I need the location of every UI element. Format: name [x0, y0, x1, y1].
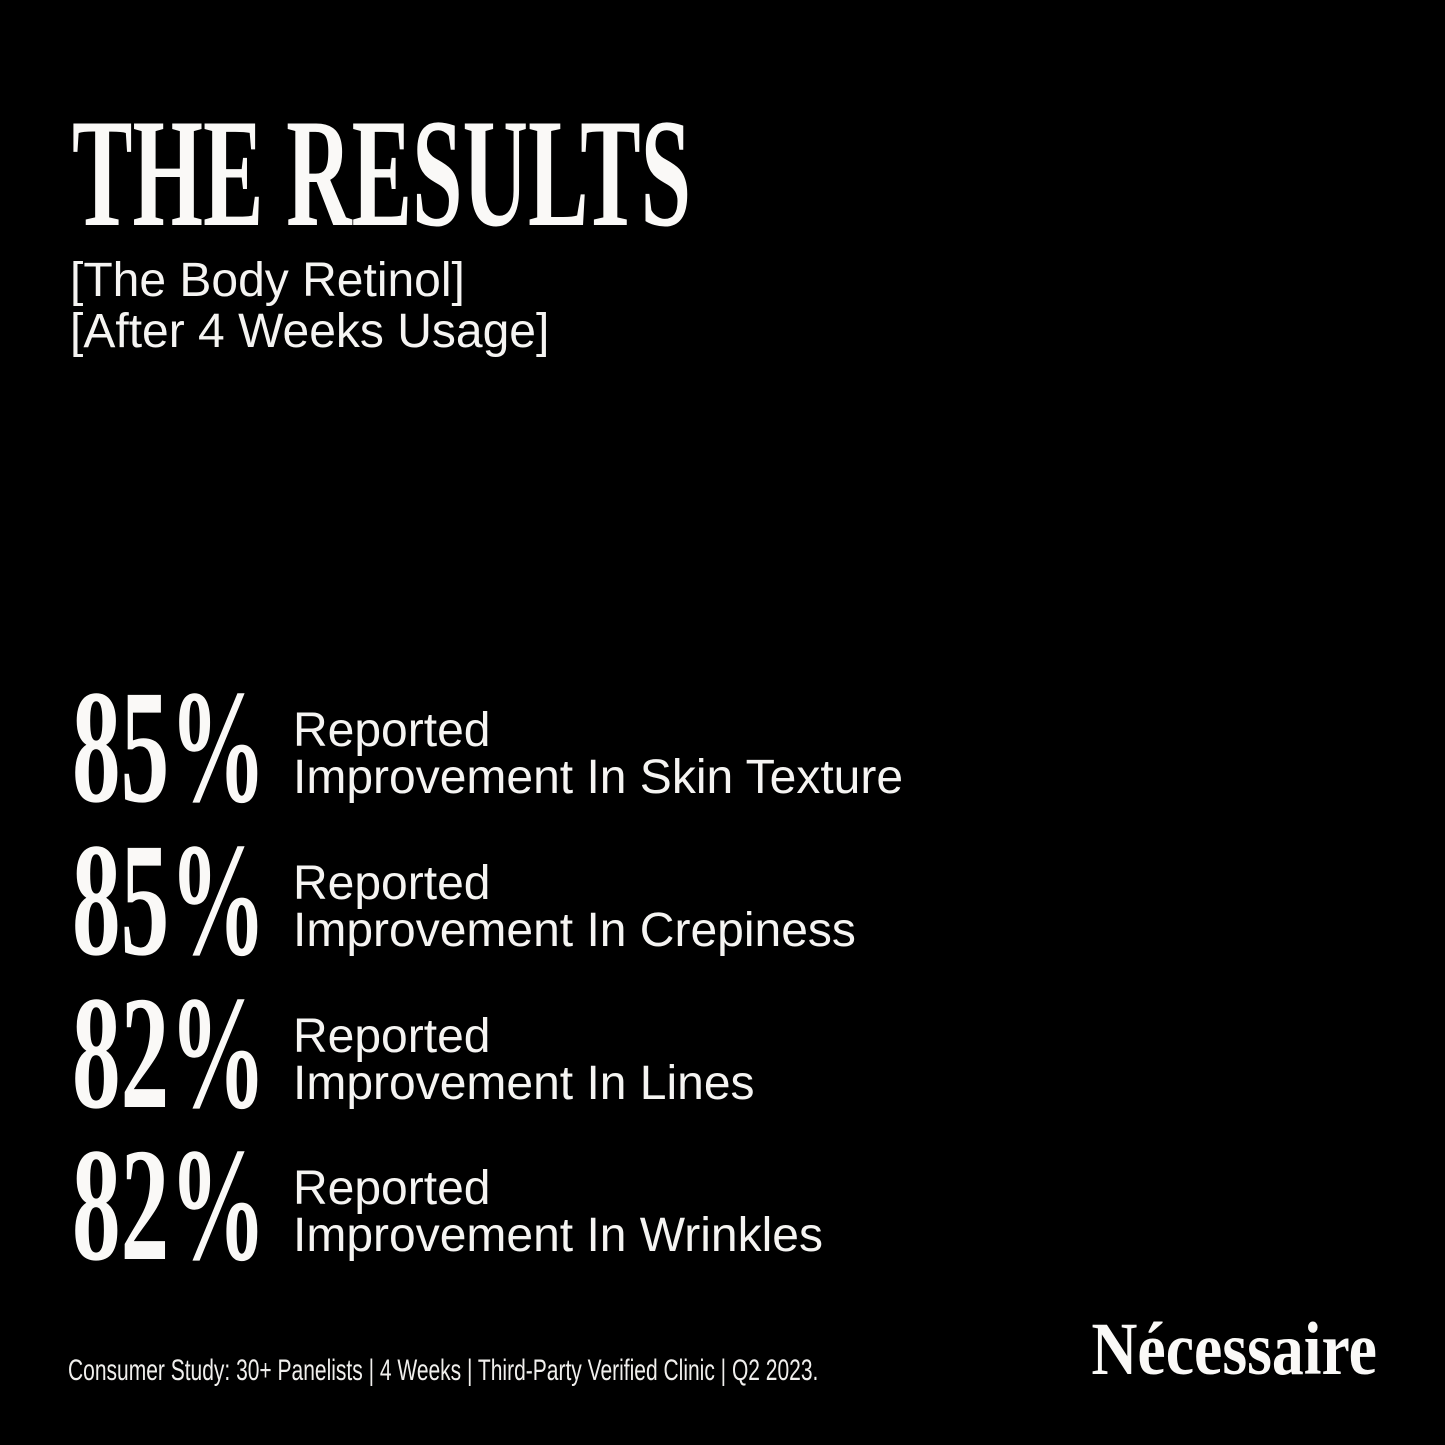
- brand-logo: Nécessaire: [1091, 1308, 1377, 1391]
- stat-value: 85%: [72, 811, 267, 990]
- stat-row-wrinkles: 82% Reported Improvement In Wrinkles: [72, 1125, 823, 1287]
- stat-value-container: 82%: [72, 973, 293, 1135]
- stat-row-skin-texture: 85% Reported Improvement In Skin Texture: [72, 667, 903, 829]
- stat-label-line1: Reported: [293, 857, 491, 910]
- stat-description: Reported Improvement In Skin Texture: [293, 704, 904, 804]
- study-disclaimer: Consumer Study: 30+ Panelists | 4 Weeks …: [68, 1354, 819, 1387]
- stat-value: 85%: [72, 658, 267, 837]
- subtitle-usage-line: [After 4 Weeks Usage]: [70, 305, 550, 358]
- stat-label-line1: Reported: [293, 1010, 491, 1063]
- page-title: THE RESULTS: [72, 87, 692, 259]
- stat-label-line2: Improvement In Lines: [293, 1057, 755, 1110]
- stat-description: Reported Improvement In Wrinkles: [293, 1162, 823, 1262]
- stat-label-line2: Improvement In Crepiness: [293, 904, 856, 957]
- stat-value-container: 85%: [72, 820, 293, 982]
- subtitle: [The Body Retinol] [After 4 Weeks Usage]: [70, 255, 549, 357]
- stat-label-line2: Improvement In Skin Texture: [293, 751, 904, 804]
- stat-description: Reported Improvement In Lines: [293, 1010, 755, 1110]
- subtitle-product-line: [The Body Retinol]: [70, 254, 465, 307]
- stat-value-container: 85%: [72, 667, 293, 829]
- stat-value: 82%: [72, 1116, 267, 1295]
- stat-row-crepiness: 85% Reported Improvement In Crepiness: [72, 820, 856, 982]
- stat-value: 82%: [72, 964, 267, 1143]
- stat-row-lines: 82% Reported Improvement In Lines: [72, 973, 755, 1135]
- stat-value-container: 82%: [72, 1125, 293, 1287]
- stat-label-line1: Reported: [293, 704, 491, 757]
- stat-label-line1: Reported: [293, 1162, 491, 1215]
- stat-description: Reported Improvement In Crepiness: [293, 857, 856, 957]
- stat-label-line2: Improvement In Wrinkles: [293, 1209, 823, 1262]
